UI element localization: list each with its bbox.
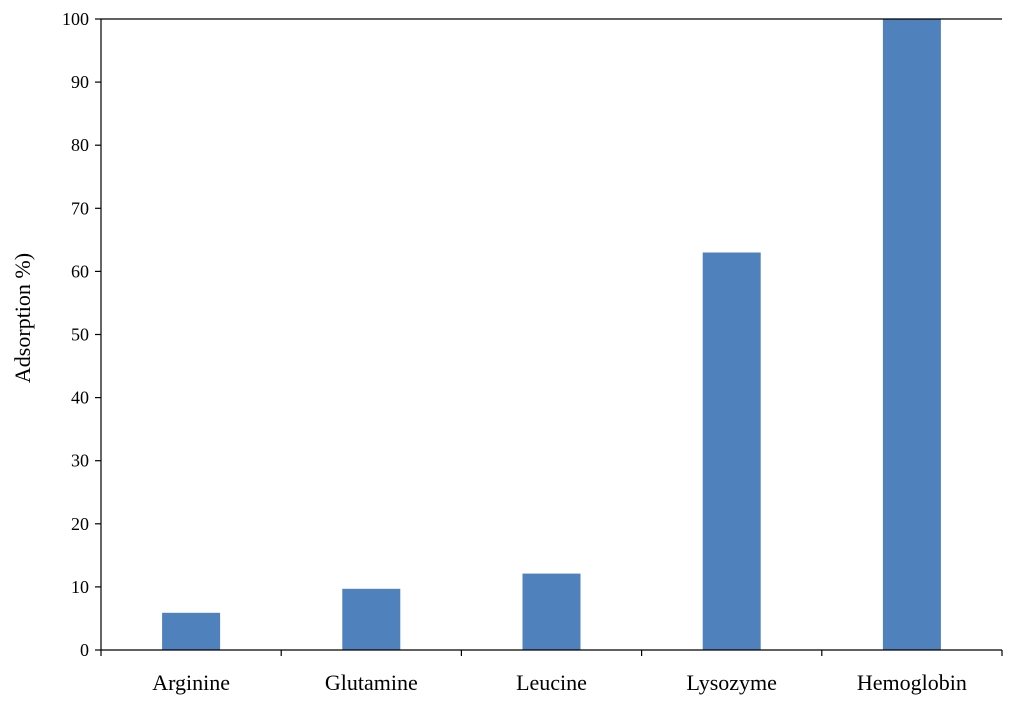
y-tick-label: 60 — [71, 261, 89, 281]
y-tick-label: 100 — [62, 9, 89, 29]
axes-layer — [95, 18, 1003, 656]
bars-layer — [162, 19, 941, 650]
y-tick-label: 70 — [71, 198, 89, 218]
y-tick-label: 80 — [71, 135, 89, 155]
bar-glutamine — [342, 588, 401, 650]
y-tick-labels: 0 10 20 30 40 50 60 70 80 90 100 — [62, 9, 89, 660]
bar-leucine — [522, 573, 581, 650]
x-tick-label: Glutamine — [325, 670, 418, 695]
y-tick-label: 10 — [71, 577, 89, 597]
y-tick-label: 40 — [71, 388, 89, 408]
y-tick-label: 90 — [71, 72, 89, 92]
x-tick-label: Leucine — [516, 670, 587, 695]
x-tick-label: Arginine — [152, 670, 230, 695]
y-axis-title: Adsorption %) — [10, 253, 35, 383]
bar-arginine — [162, 612, 221, 650]
x-tick-label: Lysozyme — [686, 670, 776, 695]
y-tick-label: 20 — [71, 514, 89, 534]
x-category-labels: Arginine Glutamine Leucine Lysozyme Hemoglob… — [152, 670, 967, 695]
bar-lysozyme — [702, 252, 761, 650]
bar-hemoglobin — [882, 19, 941, 650]
y-tick-label: 0 — [80, 640, 89, 660]
y-tick-label: 30 — [71, 451, 89, 471]
x-tick-label: Hemoglobin — [857, 670, 967, 695]
y-tick-label: 50 — [71, 325, 89, 345]
